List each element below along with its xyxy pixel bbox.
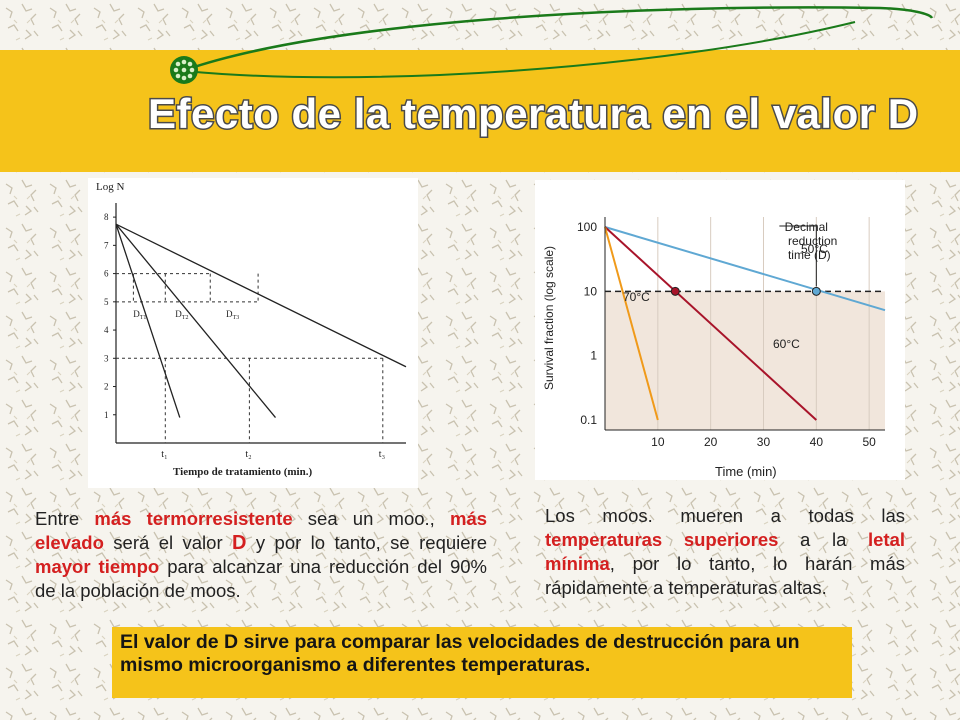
highlight-thermoresistant: más termorresistente bbox=[94, 508, 293, 529]
y-tick-label: 3 bbox=[104, 353, 109, 363]
x-tick-label: 40 bbox=[810, 435, 824, 449]
highlight-higher-temps: temperaturas superiores bbox=[545, 529, 779, 550]
left-paragraph: Entre más termorresistente sea un moo., … bbox=[35, 508, 487, 601]
x-tick-label: t₃ bbox=[379, 449, 385, 460]
x-tick-label: 20 bbox=[704, 435, 718, 449]
series-label: 50°C bbox=[801, 242, 828, 256]
y-tick-label: 1 bbox=[590, 349, 597, 363]
note-box: El valor de D sirve para comparar las ve… bbox=[112, 627, 852, 698]
series-line bbox=[604, 226, 659, 421]
chart-survival: Survival fraction (log scale) Time (min)… bbox=[535, 180, 905, 480]
d-label: DT3 bbox=[226, 309, 239, 321]
y-tick-label: 6 bbox=[104, 269, 109, 279]
green-dotted-circle-icon bbox=[170, 56, 198, 84]
x-axis-label: Time (min) bbox=[715, 464, 777, 479]
highlight-higher: más elevado bbox=[35, 508, 487, 553]
y-axis-label: Survival fraction (log scale) bbox=[542, 246, 556, 390]
highlight-lethal-min: letal mínima bbox=[545, 529, 905, 574]
y-tick-label: 1 bbox=[104, 410, 109, 420]
series-line bbox=[115, 223, 181, 418]
x-tick-label: 50 bbox=[862, 435, 876, 449]
right-paragraph: Los moos. mueren a todas las temperatura… bbox=[545, 505, 905, 598]
slide-title: Efecto de la temperatura en el valor D bbox=[147, 89, 920, 139]
series-line bbox=[115, 223, 277, 419]
reduction-marker bbox=[670, 286, 680, 296]
x-tick-label: t₂ bbox=[245, 449, 251, 460]
series-line bbox=[115, 223, 407, 368]
y-tick-label: 8 bbox=[104, 212, 109, 222]
y-axis-label: Log N bbox=[96, 181, 124, 193]
x-axis-label: Tiempo de tratamiento (min.) bbox=[173, 466, 312, 478]
x-tick-label: 10 bbox=[651, 435, 665, 449]
y-tick-label: 5 bbox=[104, 297, 109, 307]
highlight-d: D bbox=[232, 532, 247, 554]
title-banner bbox=[0, 50, 960, 172]
y-tick-label: 7 bbox=[104, 240, 109, 250]
x-tick-label: t₁ bbox=[161, 449, 167, 460]
decorative-arc bbox=[170, 6, 934, 84]
note-text: El valor de D sirve para comparar las ve… bbox=[120, 631, 800, 676]
y-tick-label: 100 bbox=[577, 220, 597, 234]
highlight-more-time: mayor tiempo bbox=[35, 556, 160, 577]
y-tick-label: 10 bbox=[584, 284, 598, 298]
x-tick-label: 30 bbox=[757, 435, 771, 449]
series-line bbox=[604, 226, 817, 421]
series-label: 70°C bbox=[623, 290, 650, 304]
annotation-leader bbox=[779, 225, 817, 287]
reduction-marker bbox=[811, 286, 821, 296]
y-tick-label: 4 bbox=[104, 325, 109, 335]
series-label: 60°C bbox=[773, 337, 800, 351]
y-tick-label: 2 bbox=[104, 382, 109, 392]
y-tick-label: 0.1 bbox=[580, 413, 597, 427]
annotation-label: Decimal reduction time (D) bbox=[785, 220, 838, 262]
shaded-region bbox=[605, 291, 885, 430]
chart-log-n: Log N Tiempo de tratamiento (min.) 8 7 6 5 4… bbox=[88, 178, 418, 488]
series-line bbox=[604, 226, 886, 312]
